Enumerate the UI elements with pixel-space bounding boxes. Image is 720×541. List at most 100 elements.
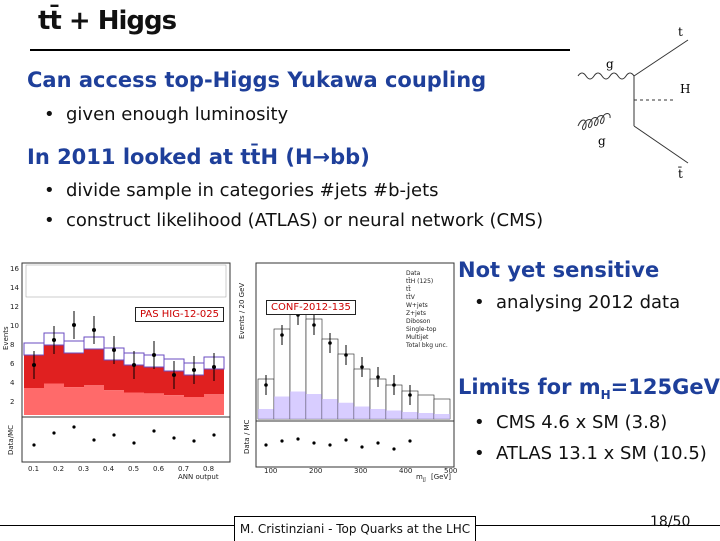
cms-ratio-point	[112, 433, 116, 437]
bullet-2012-data: • analysing 2012 data	[474, 292, 681, 313]
slide-title: tt̄ + Higgs	[38, 6, 177, 36]
atlas-ratio-point	[360, 445, 364, 449]
atlas-legend-entry: Z+jets	[406, 310, 426, 317]
atlas-xlabel-sub: jj̄	[422, 477, 426, 483]
atlas-ylabel: Events / 20 GeV	[238, 283, 246, 339]
atlas-xtick-label: 500	[444, 467, 457, 475]
section-heading-2011: In 2011 looked at tt̄H (H→bb)	[27, 145, 370, 169]
gluon-line-top	[577, 72, 635, 80]
cms-ttbb-bar	[184, 397, 204, 415]
atlas-ratio-point	[328, 443, 332, 447]
cms-ttbb-bar	[164, 395, 184, 415]
cms-ttbb-bar	[124, 392, 144, 415]
atlas-bkg-unc	[322, 399, 338, 419]
cms-ttbar-bar	[184, 375, 204, 397]
cms-ytick-label: 10	[10, 322, 19, 330]
atlas-ratio-point	[312, 441, 316, 445]
gluon-line-bottom	[577, 113, 611, 131]
section-heading-yukawa: Can access top-Higgs Yukawa coupling	[27, 68, 487, 92]
atlas-tag: CONF-2012-135	[266, 300, 356, 315]
cms-ttbar-bar	[44, 345, 64, 384]
label-g-bottom: g	[598, 134, 606, 148]
cms-ratio-label: Data/MC	[7, 425, 15, 455]
atlas-legend-entry: Data	[406, 270, 421, 277]
cms-tag: PAS HIG-12-025	[135, 307, 225, 322]
atlas-bkg-unc	[370, 409, 386, 419]
atlas-bkg-unc	[386, 410, 402, 419]
feynman-diagram: t g H g t̄	[577, 25, 690, 181]
cms-ttbb-bar	[44, 383, 64, 415]
atlas-bkg-unc	[274, 396, 290, 419]
label-g-top: g	[606, 57, 614, 71]
atlas-legend-entry: Multijet	[406, 334, 429, 341]
cms-ttbar-bar	[64, 353, 84, 388]
cms-ttbb-bar	[144, 393, 164, 415]
footer-text: M. Cristinziani - Top Quarks at the LHC	[234, 516, 476, 541]
atlas-xtick-label: 400	[399, 467, 412, 475]
atlas-bkg-unc	[418, 413, 434, 419]
cms-ytick-label: 6	[10, 360, 15, 368]
cms-ratio-point	[72, 425, 76, 429]
page-number: 18/50	[650, 514, 691, 530]
bullet-likelihood: • construct likelihood (ATLAS) or neural …	[44, 210, 544, 231]
atlas-ratio-point	[392, 447, 396, 451]
cms-ytick-label: 4	[10, 379, 15, 387]
cms-plot: Events Data/MC ANN output 0.1 0.2 0.3 0.4 0.…	[0, 255, 236, 483]
atlas-xtick-label: 100	[264, 467, 277, 475]
atlas-legend-entry: tt̄	[406, 286, 411, 293]
cms-ratio-point	[172, 436, 176, 440]
atlas-plot-svg: Events / 20 GeV Data / MC m jj̄ [GeV] 10…	[238, 262, 457, 483]
bullet-cms-limit: • CMS 4.6 x SM (3.8)	[474, 412, 668, 433]
cms-ratio-point	[192, 439, 196, 443]
atlas-bkg-unc	[338, 402, 354, 419]
bullet-categories: • divide sample in categories #jets #b-je…	[44, 180, 439, 201]
atlas-ratio-point	[344, 438, 348, 442]
atlas-legend-entry: tt̄H (125)	[406, 278, 433, 285]
atlas-bkg-unc	[290, 391, 306, 419]
atlas-ratio-point	[376, 441, 380, 445]
title-rule	[30, 49, 570, 51]
atlas-bkg-unc	[354, 406, 370, 419]
cms-xtick-label: 0.6	[153, 465, 165, 473]
cms-ratio-point	[132, 441, 136, 445]
cms-ytick-label: 8	[10, 341, 14, 349]
cms-ttbar-bar	[84, 349, 104, 386]
cms-ytick-label: 12	[10, 303, 19, 311]
atlas-ratio-point	[296, 437, 300, 441]
atlas-legend-entry: Total bkg unc.	[405, 342, 448, 349]
atlas-xlabel: m	[416, 473, 423, 481]
cms-ttbar-bar	[144, 367, 164, 394]
cms-ttbb-bar	[64, 387, 84, 415]
atlas-bkg-unc	[306, 394, 322, 419]
top-quark-line	[633, 39, 689, 77]
cms-xtick-label: 0.4	[103, 465, 115, 473]
cms-xtick-label: 0.5	[128, 465, 139, 473]
cms-ytick-label: 14	[10, 284, 19, 292]
atlas-xlabel-unit: [GeV]	[431, 473, 451, 481]
cms-ttbb-bar	[84, 385, 104, 415]
sensitivity-heading: Not yet sensitive	[458, 258, 660, 282]
atlas-ratio-point	[264, 443, 268, 447]
bullet-atlas-limit: • ATLAS 13.1 x SM (10.5)	[474, 443, 707, 464]
atlas-plot: Events / 20 GeV Data / MC m jj̄ [GeV] 10…	[236, 255, 458, 483]
label-t: t	[678, 25, 683, 39]
cms-xtick-label: 0.7	[178, 465, 189, 473]
cms-ttbb-bar	[24, 388, 44, 415]
cms-plot-svg: Events Data/MC ANN output 0.1 0.2 0.3 0.4 0.…	[2, 262, 231, 481]
cms-xtick-label: 0.1	[28, 465, 39, 473]
cms-ttbar-bar	[204, 369, 224, 395]
cms-ratio-point	[92, 438, 96, 442]
atlas-bkg-unc	[258, 409, 274, 419]
atlas-legend-entry: Single-top	[406, 326, 437, 333]
cms-ytick-label: 2	[10, 398, 14, 406]
cms-ratio-point	[152, 429, 156, 433]
atlas-legend-entry: W+jets	[406, 302, 428, 309]
cms-xtick-label: 0.2	[53, 465, 64, 473]
cms-ttbb-bar	[204, 394, 224, 415]
antitop-line	[633, 125, 689, 164]
label-h: H	[680, 82, 690, 96]
atlas-xtick-label: 300	[354, 467, 367, 475]
cms-xlabel: ANN output	[178, 473, 219, 481]
cms-ratio-point	[32, 443, 36, 447]
cms-ratio-point	[212, 433, 216, 437]
